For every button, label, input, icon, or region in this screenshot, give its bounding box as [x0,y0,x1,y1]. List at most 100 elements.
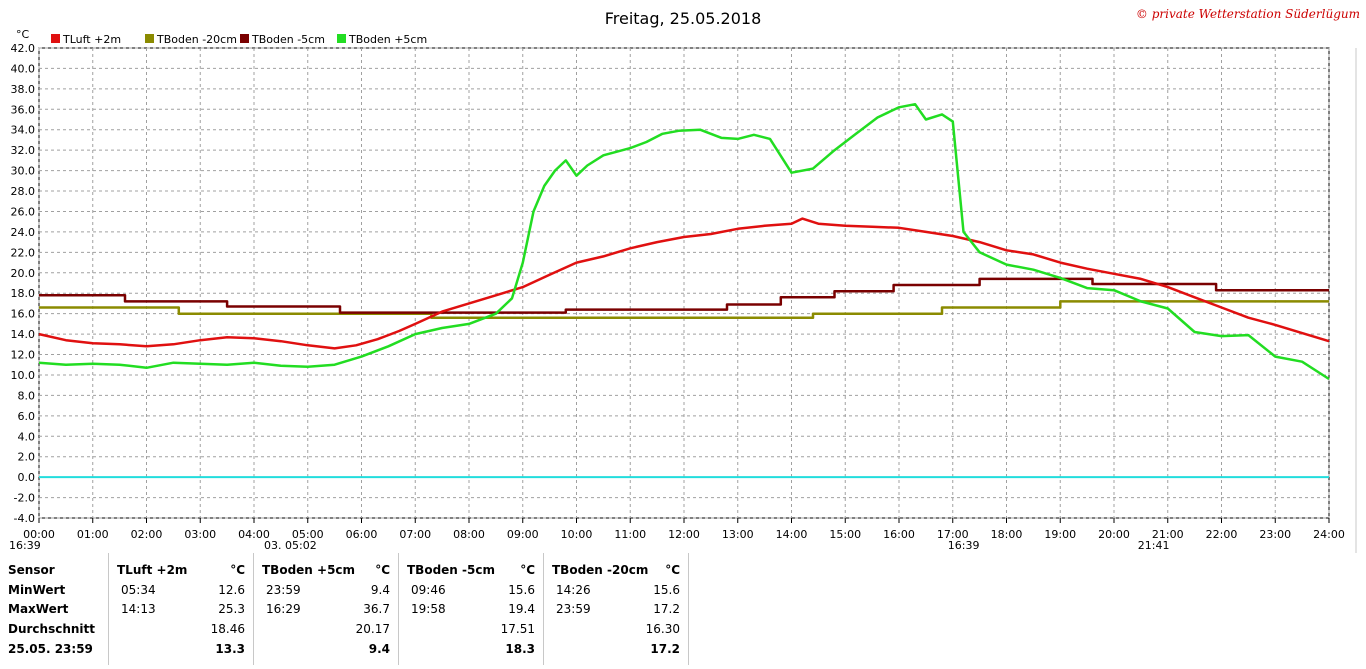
statistics-table: Sensor MinWert MaxWert Durchschnitt 25.0… [0,553,1366,669]
x-tick-label: 09:00 [507,528,539,541]
stats-unit: °C [375,563,390,577]
x-tick-label: 24:00 [1313,528,1345,541]
y-tick-label: 30.0 [11,165,36,178]
stats-max: 19.4 [508,602,535,616]
stats-column: TBoden +5cm °C 23:59 9.4 16:29 36.7 20.17 9.4 [253,553,399,665]
stats-avg: 17.51 [500,622,535,636]
copyright-text: © private Wetterstation Süderlügum [1136,7,1360,21]
x-tick-label: 23:00 [1259,528,1291,541]
legend-label: TLuft +2m [62,33,121,46]
stats-name: TBoden -20cm [552,563,649,577]
legend-swatch [145,34,154,43]
y-tick-label: 24.0 [11,226,36,239]
stats-current: 9.4 [368,642,390,656]
y-tick-label: 12.0 [11,349,36,362]
y-tick-label: 36.0 [11,103,36,116]
x-tick-label: 14:00 [776,528,808,541]
stats-unit: °C [520,563,535,577]
current-label: 25.05. 23:59 [8,642,93,656]
x-tick-label: 15:00 [829,528,861,541]
y-tick-label: 20.0 [11,267,36,280]
y-tick-label: 32.0 [11,144,36,157]
stats-max: 17.2 [653,602,680,616]
time-marker-label: 03. 05:02 [264,539,317,552]
stats-max: 25.3 [218,602,245,616]
stats-max-time: 23:59 [556,602,591,616]
series-line [38,217,1330,350]
stats-current: 13.3 [215,642,245,656]
plot-area: -4.0 -2.0 0.0 2.0 4.0 6.0 8.0 10.0 12.0 14.0 16.0 1… [9,42,1345,552]
stats-current: 17.2 [650,642,680,656]
legend-label: TBoden +5cm [348,33,427,46]
x-tick-label: 10:00 [561,528,593,541]
y-tick-label: 34.0 [11,124,36,137]
stats-unit: °C [665,563,680,577]
avg-label: Durchschnitt [8,622,96,636]
stats-max-time: 14:13 [121,602,156,616]
y-axis-unit: °C [16,28,30,41]
time-marker-label: 21:41 [1138,539,1170,552]
y-tick-label: 2.0 [18,451,36,464]
legend-swatch [240,34,249,43]
y-tick-label: 40.0 [11,62,36,75]
legend-label: TBoden -5cm [251,33,325,46]
series-line [39,277,1329,314]
legend-swatch [337,34,346,43]
series-line [39,300,1329,319]
legend-swatch [51,34,60,43]
x-tick-label: 22:00 [1206,528,1238,541]
stats-name: TBoden +5cm [262,563,356,577]
stats-max: 36.7 [363,602,390,616]
x-tick-label: 00:00 [23,528,55,541]
stats-column: TBoden -5cm °C 09:46 15.6 19:58 19.4 17.51 18.3 [398,553,544,665]
stats-min: 9.4 [370,583,390,597]
x-tick-label: 11:00 [614,528,646,541]
y-tick-label: 16.0 [11,308,36,321]
temperature-chart: Freitag, 25.05.2018 © private Wetterstat… [9,7,1360,553]
stats-avg: 18.46 [210,622,245,636]
y-tick-label: 28.0 [11,185,36,198]
y-tick-label: -2.0 [14,492,35,505]
stats-name: TLuft +2m [117,563,188,577]
min-label: MinWert [8,583,66,597]
stats-label-column: Sensor MinWert MaxWert Durchschnitt 25.0… [0,553,108,665]
chart-title: Freitag, 25.05.2018 [605,9,762,28]
x-tick-label: 21:00 [1152,528,1184,541]
x-tick-label: 18:00 [991,528,1023,541]
y-tick-label: -4.0 [14,512,35,525]
time-marker-label: 16:39 [9,539,41,552]
stats-min: 15.6 [653,583,680,597]
x-tick-label: 01:00 [77,528,109,541]
y-tick-label: 6.0 [18,410,36,423]
x-tick-label: 19:00 [1044,528,1076,541]
y-tick-label: 14.0 [11,328,36,341]
x-tick-label: 17:00 [937,528,969,541]
y-tick-label: 10.0 [11,369,36,382]
stats-avg: 20.17 [355,622,390,636]
x-tick-label: 08:00 [453,528,485,541]
stats-max-time: 16:29 [266,602,301,616]
stats-min-time: 14:26 [556,583,591,597]
stats-min-time: 09:46 [411,583,446,597]
y-tick-label: 38.0 [11,83,36,96]
legend-label: TBoden -20cm [156,33,237,46]
time-marker-label: 16:39 [948,539,980,552]
x-tick-label: 12:00 [668,528,700,541]
stats-column: TBoden -20cm °C 14:26 15.6 23:59 17.2 16.30 17.… [543,553,689,665]
x-tick-label: 02:00 [131,528,163,541]
x-tick-label: 06:00 [346,528,378,541]
x-tick-label: 03:00 [184,528,216,541]
x-tick-label: 05:00 [292,528,324,541]
stats-current: 18.3 [505,642,535,656]
stats-min-time: 05:34 [121,583,156,597]
y-tick-label: 0.0 [18,471,36,484]
x-tick-label: 16:00 [883,528,915,541]
stats-unit: °C [230,563,245,577]
y-tick-label: 26.0 [11,205,36,218]
stats-avg: 16.30 [645,622,680,636]
stats-min: 15.6 [508,583,535,597]
x-tick-label: 07:00 [399,528,431,541]
max-label: MaxWert [8,602,69,616]
chart-legend: TLuft +2m TBoden -20cm TBoden -5cm TBoden +… [51,33,427,46]
stats-column: TLuft +2m °C 05:34 12.6 14:13 25.3 18.46 13.3 [108,553,254,665]
